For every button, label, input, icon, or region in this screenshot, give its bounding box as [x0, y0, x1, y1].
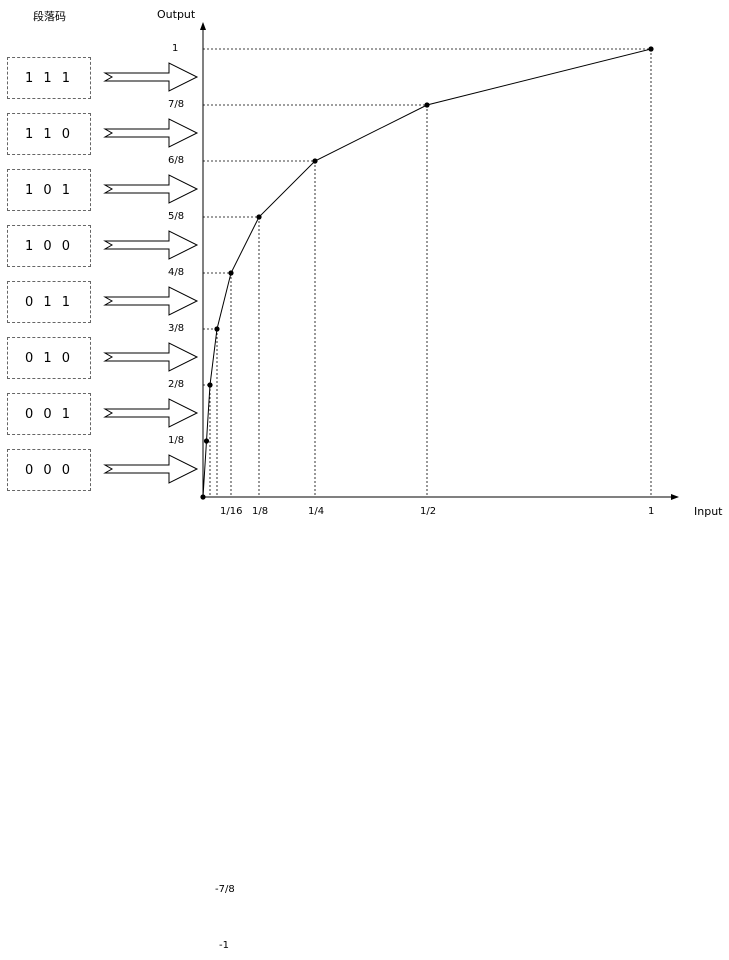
segment-code-box: 0 1 0 [7, 337, 91, 379]
curve-point [214, 326, 220, 332]
negative-tick-label: -1 [219, 940, 229, 951]
segment-code-header: 段落码 [33, 10, 66, 23]
y-tick-label: 3/8 [168, 323, 185, 334]
curve-point [424, 102, 430, 108]
segment-code-box: 0 0 0 [7, 449, 91, 491]
right-arrow-icon [103, 62, 199, 92]
y-tick-label: 6/8 [168, 155, 185, 166]
curve-point [207, 382, 213, 388]
negative-tick-label: -7/8 [215, 884, 235, 895]
segment-code-box: 1 1 0 [7, 113, 91, 155]
segment-code-box: 0 0 1 [7, 393, 91, 435]
x-tick-label: 1/4 [308, 506, 325, 517]
curve-point [648, 46, 654, 52]
y-tick-label: 4/8 [168, 267, 185, 278]
x-tick-label: 1/2 [420, 506, 437, 517]
y-tick-label: 2/8 [168, 379, 185, 390]
x-tick-label: 1/8 [252, 506, 269, 517]
right-arrow-icon [103, 342, 199, 372]
curve-point [256, 214, 262, 220]
x-tick-label: 1 [648, 506, 655, 517]
y-tick-label: 5/8 [168, 211, 185, 222]
right-arrow-icon [103, 118, 199, 148]
vertical-guides [209, 49, 652, 497]
y-tick-label: 1/8 [168, 435, 185, 446]
right-arrow-icon [103, 286, 199, 316]
segment-code-box: 1 0 1 [7, 169, 91, 211]
y-tick-label: 1 [172, 43, 179, 54]
segment-code-box: 0 1 1 [7, 281, 91, 323]
y-tick-label: 7/8 [168, 99, 185, 110]
right-arrow-icon [103, 398, 199, 428]
right-arrow-icon [103, 174, 199, 204]
x-axis-label: Input [694, 505, 723, 518]
curve-point [203, 438, 210, 444]
arrow-icons [103, 62, 199, 484]
segment-code-box: 1 1 1 [7, 57, 91, 99]
curve-point [228, 270, 234, 276]
right-arrow-icon [103, 454, 199, 484]
right-arrow-icon [103, 230, 199, 260]
segment-code-box: 1 0 0 [7, 225, 91, 267]
curve-point [200, 494, 206, 500]
horizontal-guides [203, 48, 651, 386]
curve-point [312, 158, 318, 164]
x-tick-label: 1/16 [220, 506, 243, 517]
y-axis-label: Output [157, 8, 196, 21]
